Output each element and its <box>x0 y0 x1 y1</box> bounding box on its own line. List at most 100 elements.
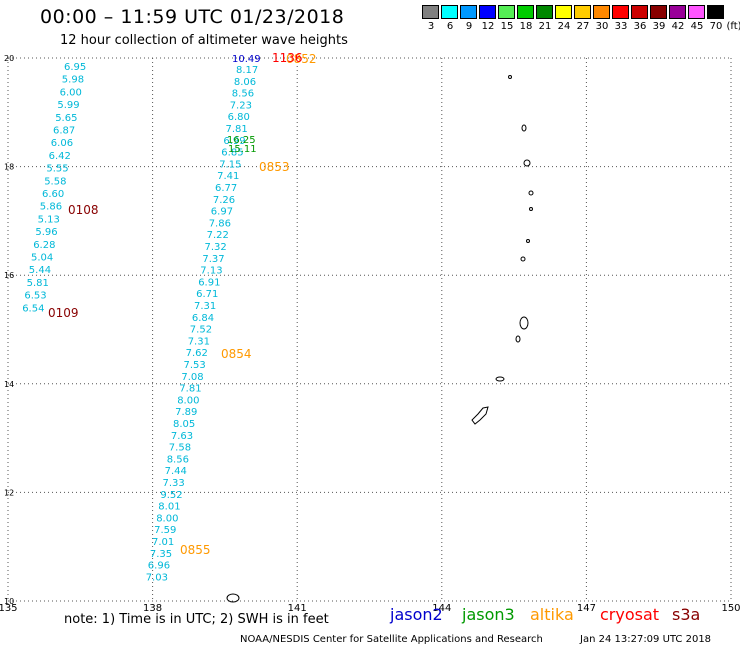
wave-height-label: 7.81 <box>226 124 248 135</box>
wave-height-label: 6.77 <box>215 183 237 194</box>
legend-swatch <box>517 5 534 19</box>
credit-text: NOAA/NESDIS Center for Satellite Applica… <box>240 634 543 645</box>
wave-height-label: 8.06 <box>234 77 256 88</box>
legend-swatch-label: 42 <box>671 21 685 32</box>
wave-height-label: 5.58 <box>44 176 66 187</box>
wave-height-label: 7.23 <box>230 100 252 111</box>
legend-swatch <box>669 5 686 19</box>
satellite-name: jason2 <box>390 605 443 624</box>
wave-height-label: 5.96 <box>35 227 57 238</box>
legend-swatch <box>422 5 439 19</box>
legend-swatch-label: 39 <box>652 21 666 32</box>
lat-tick-label: 16 <box>4 271 14 280</box>
legend-swatch-label: 6 <box>446 21 454 32</box>
wave-height-label: 7.52 <box>190 325 212 336</box>
island-outline <box>508 75 512 79</box>
legend-swatch <box>536 5 553 19</box>
legend-unit: (ft) <box>726 21 740 32</box>
lon-tick-label: 150 <box>721 603 740 614</box>
legend-swatch-label: 45 <box>690 21 704 32</box>
lon-tick-label: 141 <box>288 603 307 614</box>
wave-height-label: 7.89 <box>175 407 197 418</box>
wave-height-label: 7.15 <box>219 159 241 170</box>
legend-swatch <box>631 5 648 19</box>
satellite-name: jason3 <box>462 605 515 624</box>
map-subtitle: 12 hour collection of altimeter wave hei… <box>60 33 348 48</box>
legend-swatch-label: 27 <box>576 21 590 32</box>
legend-swatch <box>574 5 591 19</box>
legend-swatch <box>441 5 458 19</box>
wave-height-label: 7.41 <box>217 171 239 182</box>
wave-height-label: 7.86 <box>209 218 231 229</box>
lon-tick-label: 135 <box>0 603 18 614</box>
wave-height-label: 5.86 <box>40 202 62 213</box>
island-outline <box>519 316 529 330</box>
wave-height-label: 10.49 <box>232 54 261 65</box>
wave-height-label: 7.26 <box>213 195 235 206</box>
pass-time-label: 0108 <box>68 203 99 217</box>
lat-tick-label: 18 <box>4 163 14 172</box>
wave-height-label: 7.63 <box>171 431 193 442</box>
island-outline <box>495 376 505 382</box>
wave-height-label: 7.81 <box>179 384 201 395</box>
wave-height-label: 7.53 <box>184 360 206 371</box>
legend-swatch <box>479 5 496 19</box>
island-outline <box>520 256 526 262</box>
wave-height-label: 6.60 <box>42 189 64 200</box>
wave-height-label: 7.13 <box>200 266 222 277</box>
island-outline <box>523 159 531 167</box>
lat-tick-label: 14 <box>4 380 14 389</box>
wave-height-label: 7.22 <box>207 230 229 241</box>
wave-height-label: 6.84 <box>192 313 214 324</box>
pass-time-label: 0852 <box>286 52 317 66</box>
legend-swatch <box>460 5 477 19</box>
wave-height-label: 6.99 <box>223 136 245 147</box>
generated-timestamp: Jan 24 13:27:09 UTC 2018 <box>580 634 712 645</box>
wave-height-label: 7.44 <box>165 466 187 477</box>
wave-height-label: 7.35 <box>150 549 172 560</box>
island-outline <box>515 335 521 343</box>
satellite-name: s3a <box>672 605 701 624</box>
legend-swatch <box>612 5 629 19</box>
lat-tick-label: 10 <box>4 597 14 606</box>
lon-tick-label: 144 <box>432 603 451 614</box>
satellite-name: cryosat <box>600 605 660 624</box>
wave-height-label: 7.03 <box>146 572 168 583</box>
island-outline <box>521 124 527 132</box>
wave-height-label: 7.37 <box>202 254 224 265</box>
pass-time-label: 1136 <box>272 51 303 65</box>
wave-height-label: 5.81 <box>27 278 49 289</box>
legend-swatch-label: 12 <box>481 21 495 32</box>
wave-height-label: 7.08 <box>181 372 203 383</box>
wave-height-label: 5.65 <box>55 113 77 124</box>
pass-time-label: 0853 <box>259 160 290 174</box>
wave-height-label: 8.56 <box>232 89 254 100</box>
lon-tick-label: 147 <box>577 603 596 614</box>
wave-height-label: 6.53 <box>24 291 46 302</box>
wave-height-label: 6.95 <box>64 62 86 73</box>
wave-height-label: 7.31 <box>188 336 210 347</box>
wave-height-label: 9.52 <box>160 490 182 501</box>
wave-height-label: 5.13 <box>38 214 60 225</box>
legend-swatch-label: 36 <box>633 21 647 32</box>
wave-height-label: 6.00 <box>60 87 82 98</box>
legend-swatch <box>707 5 724 19</box>
wave-height-label: 8.05 <box>173 419 195 430</box>
wave-height-label: 7.33 <box>163 478 185 489</box>
wave-height-label: 6.97 <box>211 207 233 218</box>
wave-height-label: 5.04 <box>31 253 53 264</box>
wave-height-label: 8.01 <box>158 502 180 513</box>
legend-swatch-label: 9 <box>465 21 473 32</box>
lat-tick-label: 12 <box>4 488 14 497</box>
island-outline <box>226 593 240 603</box>
footnote: note: 1) Time is in UTC; 2) SWH is in fe… <box>64 612 329 627</box>
island-outline <box>526 239 530 243</box>
wave-height-label: 7.01 <box>152 537 174 548</box>
wave-height-label: 5.55 <box>46 164 68 175</box>
wave-height-label: 7.62 <box>186 348 208 359</box>
legend-swatch-label: 33 <box>614 21 628 32</box>
wave-height-label: 5.99 <box>57 100 79 111</box>
legend-swatch <box>650 5 667 19</box>
island-outline <box>528 190 534 196</box>
